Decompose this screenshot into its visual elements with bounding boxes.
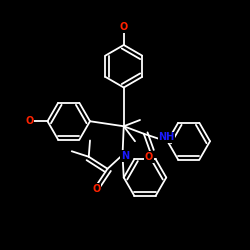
Text: NH: NH [158, 132, 174, 142]
Text: N: N [121, 151, 129, 161]
Text: O: O [25, 116, 34, 126]
Text: O: O [120, 22, 128, 32]
Text: O: O [92, 184, 100, 194]
Text: O: O [144, 152, 153, 162]
